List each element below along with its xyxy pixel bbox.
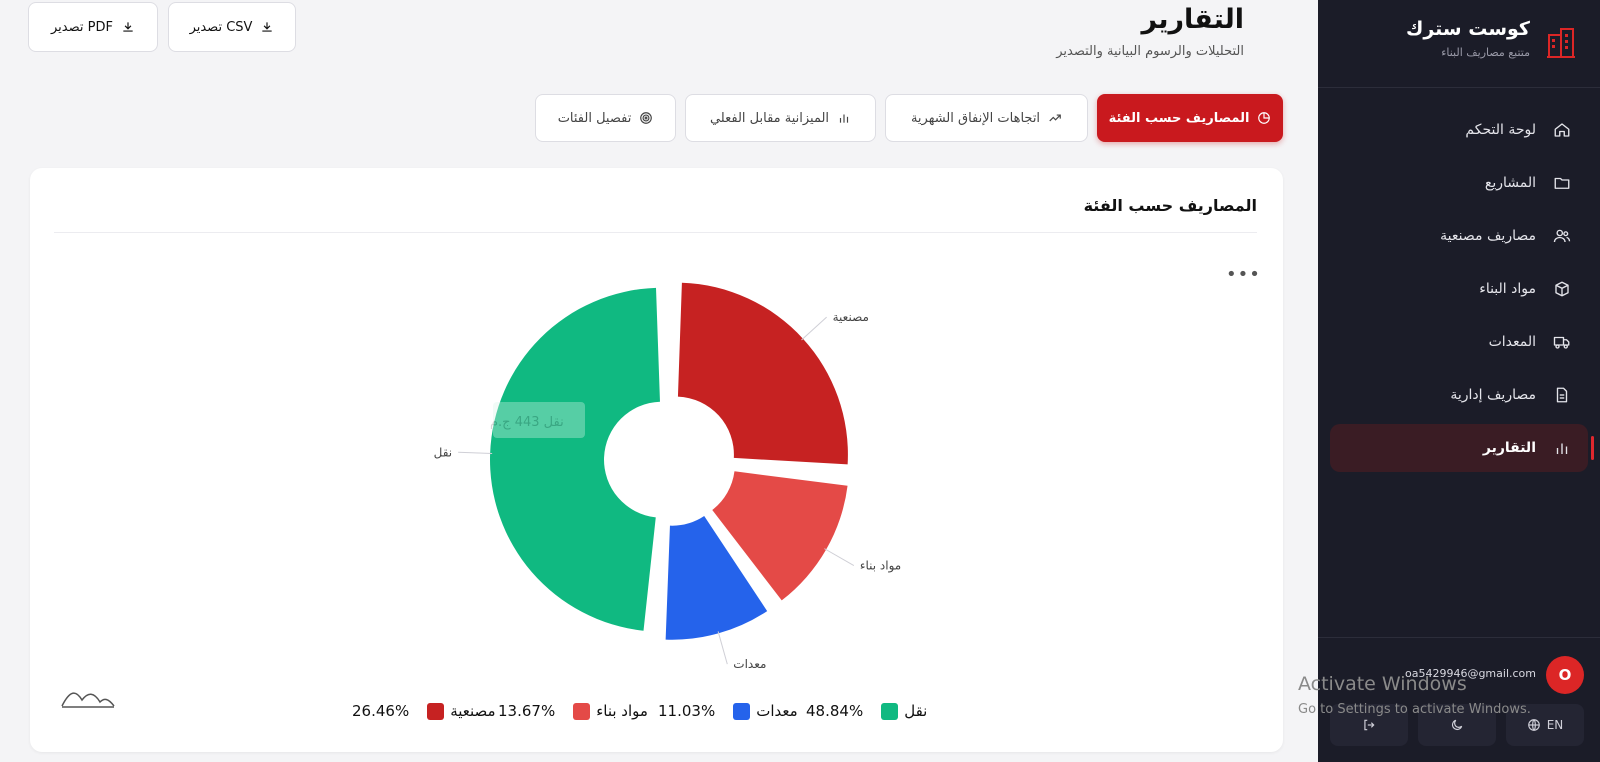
logout-button[interactable] <box>1330 704 1408 746</box>
target-icon <box>640 112 653 124</box>
legend-label: معدات <box>756 702 798 720</box>
logout-icon <box>1364 719 1375 731</box>
sidebar-item-document[interactable]: مصاريف إدارية <box>1330 371 1588 419</box>
legend-percent: 11.03% <box>658 702 716 720</box>
brand: كوست سترك متتبع مصاريف البناء <box>1318 0 1600 88</box>
user-email: oa5429946@gmail.com <box>1404 667 1536 680</box>
tab-monthly-trends[interactable]: اتجاهات الإنفاق الشهرية <box>885 94 1088 142</box>
divider <box>54 232 1257 233</box>
sidebar-item-box[interactable]: مواد البناء <box>1330 265 1588 313</box>
sidebar-item-users[interactable]: مصاريف مصنعية <box>1330 212 1588 260</box>
leader-line <box>717 631 728 665</box>
chart-card: المصاريف حسب الفئة ••• مصنعية مواد بناء مع… <box>30 168 1283 752</box>
sidebar-item-label: المشاريع <box>1484 175 1536 191</box>
download-icon <box>262 22 273 32</box>
download-icon <box>123 22 133 32</box>
sparkline-icon <box>61 692 115 708</box>
tab-label: المصاريف حسب الفئة <box>1108 110 1250 126</box>
tab-expenses-by-category[interactable]: المصاريف حسب الفئة <box>1097 94 1283 142</box>
sidebar-item-label: لوحة التحكم <box>1465 122 1536 138</box>
tab-label: الميزانية مقابل الفعلي <box>709 110 830 126</box>
sidebar: كوست سترك متتبع مصاريف البناء لوحة التحك… <box>1318 0 1600 762</box>
legend-item[interactable]: نقل 48.84% <box>806 702 927 720</box>
activation-watermark-title: Activate Windows <box>1298 673 1467 695</box>
page-subtitle: التحليلات والرسوم البيانية والتصدير <box>1056 44 1244 59</box>
legend-swatch <box>733 702 751 720</box>
sidebar-item-label: المعدات <box>1488 334 1536 350</box>
bar-chart-icon <box>1552 438 1572 458</box>
tab-label: اتجاهات الإنفاق الشهرية <box>910 110 1041 126</box>
svg-text:نقل 443 ج.م: نقل 443 ج.م <box>490 415 564 430</box>
home-icon <box>1552 120 1572 140</box>
legend-item[interactable]: مصنعية 26.46% <box>352 702 496 720</box>
legend-percent: 26.46% <box>352 702 410 720</box>
avatar[interactable]: O <box>1546 656 1584 694</box>
sidebar-item-bar-chart[interactable]: التقارير <box>1330 424 1594 472</box>
legend-label: نقل <box>904 702 928 720</box>
pie-slice[interactable] <box>665 516 768 640</box>
legend-item[interactable]: معدات 11.03% <box>658 702 798 720</box>
sidebar-item-label: التقارير <box>1482 440 1536 456</box>
sidebar-item-folder[interactable]: المشاريع <box>1330 159 1588 207</box>
slice-label: نقل <box>434 445 453 459</box>
legend-swatch <box>881 702 899 720</box>
building-icon <box>1547 28 1575 58</box>
slice-label: مصنعية <box>833 310 869 324</box>
sidebar-item-truck[interactable]: المعدات <box>1330 318 1588 366</box>
export-pdf-button[interactable]: تصدير PDF <box>28 2 158 52</box>
card-title: المصاريف حسب الفئة <box>1083 196 1257 215</box>
language-button[interactable]: EN <box>1506 704 1584 746</box>
export-csv-button[interactable]: تصدير CSV <box>168 2 296 52</box>
sidebar-item-home[interactable]: لوحة التحكم <box>1330 106 1588 154</box>
leader-line <box>824 548 855 566</box>
moon-icon <box>1452 719 1463 730</box>
pie-chart: مصنعية مواد بناء معدات نقل نقل 443 ج.م <box>434 282 901 671</box>
leader-line <box>458 451 493 455</box>
export-csv-label: تصدير CSV <box>189 19 253 35</box>
chart-tooltip: نقل 443 ج.م <box>490 402 585 438</box>
export-pdf-label: تصدير PDF <box>51 19 113 35</box>
document-icon <box>1552 385 1572 405</box>
sidebar-item-label: مصاريف مصنعية <box>1440 228 1536 244</box>
pie-slice[interactable] <box>677 282 848 465</box>
pie-slice[interactable] <box>490 287 660 631</box>
sidebar-nav: لوحة التحكم المشاريع مصاريف مصنعية مواد الب… <box>1330 106 1594 477</box>
language-label: EN <box>1546 718 1564 732</box>
truck-icon <box>1552 332 1572 352</box>
bars-icon <box>839 114 849 123</box>
leader-line <box>801 316 827 341</box>
legend-swatch <box>427 702 445 720</box>
tab-budget-vs-actual[interactable]: الميزانية مقابل الفعلي <box>685 94 876 142</box>
theme-toggle-button[interactable] <box>1418 704 1496 746</box>
sidebar-footer: O oa5429946@gmail.com EN <box>1318 637 1600 762</box>
legend-label: مصنعية <box>450 702 496 720</box>
legend-percent: 48.84% <box>806 702 864 720</box>
brand-title: كوست سترك <box>1405 18 1530 40</box>
sidebar-item-label: مواد البناء <box>1479 281 1536 297</box>
globe-icon <box>1527 719 1540 731</box>
page-title: التقارير <box>1141 4 1244 35</box>
activation-watermark-text: Go to Settings to activate Windows. <box>1298 702 1531 717</box>
slice-label: مواد بناء <box>860 559 901 574</box>
pie-slice[interactable] <box>712 471 848 601</box>
legend-item[interactable]: مواد بناء 13.67% <box>498 702 648 720</box>
trend-icon <box>1049 114 1061 122</box>
sidebar-item-label: مصاريف إدارية <box>1450 387 1536 403</box>
brand-subtitle: متتبع مصاريف البناء <box>1441 46 1530 59</box>
users-icon <box>1552 226 1572 246</box>
legend-percent: 13.67% <box>498 702 556 720</box>
box-icon <box>1552 279 1572 299</box>
legend-swatch <box>573 702 591 720</box>
legend-label: مواد بناء <box>596 702 648 720</box>
tab-label: تفصيل الفئات <box>557 110 632 126</box>
slice-label: معدات <box>733 657 766 671</box>
tab-category-breakdown[interactable]: تفصيل الفئات <box>535 94 676 142</box>
pie-icon <box>1258 112 1271 124</box>
more-options-icon[interactable]: ••• <box>1226 264 1261 285</box>
folder-icon <box>1552 173 1572 193</box>
